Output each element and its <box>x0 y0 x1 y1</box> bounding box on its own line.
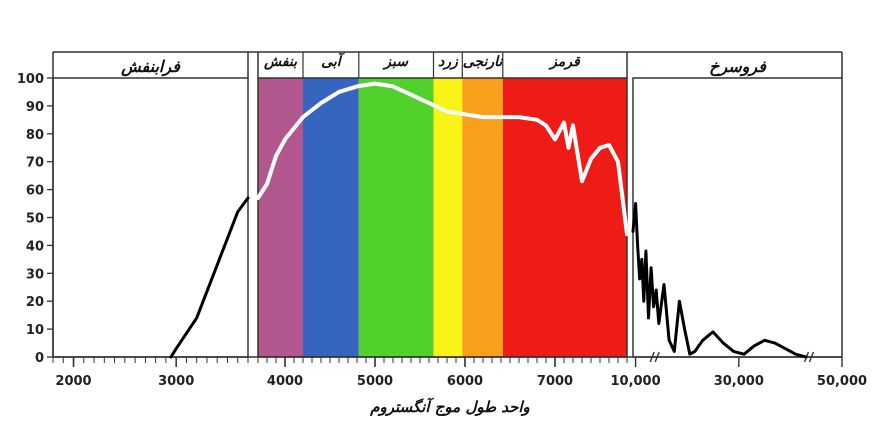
series-line-uv <box>169 196 250 359</box>
y-tick-label-100: 100 <box>17 72 44 87</box>
band-label-5970: نارنجی <box>463 54 504 70</box>
band-6420 <box>502 78 627 357</box>
y-tick-label-10: 10 <box>26 323 44 338</box>
x-tick-label-2000: 2000 <box>55 374 91 389</box>
x-tick-label-50000: 50,000 <box>817 374 867 389</box>
ir-panel <box>632 77 843 358</box>
spectral-curves <box>169 81 808 359</box>
series-line-ir <box>631 202 808 359</box>
uv-panel <box>52 77 249 358</box>
band-4820 <box>358 78 434 357</box>
region-label-ir: فروسرخ <box>709 57 767 77</box>
band-5650 <box>433 78 463 357</box>
y-tick-label-70: 70 <box>26 156 44 171</box>
band-3700 <box>258 78 303 357</box>
band-label-4200: آبی <box>321 52 346 70</box>
y-tick-label-0: 0 <box>35 351 44 366</box>
axes <box>47 77 843 367</box>
x-tick-label-4000: 4000 <box>267 374 303 389</box>
axis-break-mark <box>808 351 815 363</box>
region-label-uv: فرابنفش <box>120 57 181 77</box>
labels: بنفش آبی سبز زرد نارنجی قرمز فرابنفش فروسرخ 0 10 2… <box>17 52 867 389</box>
y-tick-label-90: 90 <box>26 100 44 115</box>
axis-break-mark <box>654 351 660 363</box>
x-tick-label-6000: 6000 <box>447 374 483 389</box>
y-tick-label-20: 20 <box>26 295 44 310</box>
region-header <box>52 51 843 78</box>
band-4200 <box>303 78 359 357</box>
series-line-visible <box>256 81 629 237</box>
x-tick-label-3000: 3000 <box>158 374 194 389</box>
band-label-4820: سبز <box>382 54 409 70</box>
y-tick-label-60: 60 <box>26 184 44 199</box>
y-tick-label-40: 40 <box>26 239 44 254</box>
band-label-6420: قرمز <box>548 54 581 70</box>
x-tick-label-5000: 5000 <box>357 374 393 389</box>
axis-break-mark <box>649 351 655 363</box>
y-tick-label-80: 80 <box>26 128 44 143</box>
y-tick-label-30: 30 <box>26 267 44 282</box>
x-axis-label: واحد طول موج آنگستروم <box>369 397 530 416</box>
y-tick-label-50: 50 <box>26 212 44 227</box>
x-tick-label-10000: 10,000 <box>610 374 660 389</box>
x-tick-label-7000: 7000 <box>537 374 573 389</box>
band-5970 <box>462 78 503 357</box>
band-label-5650: زرد <box>438 54 459 70</box>
color-bands <box>258 78 627 357</box>
x-tick-label-30000: 30,000 <box>714 374 764 389</box>
band-label-3700: بنفش <box>263 54 298 70</box>
